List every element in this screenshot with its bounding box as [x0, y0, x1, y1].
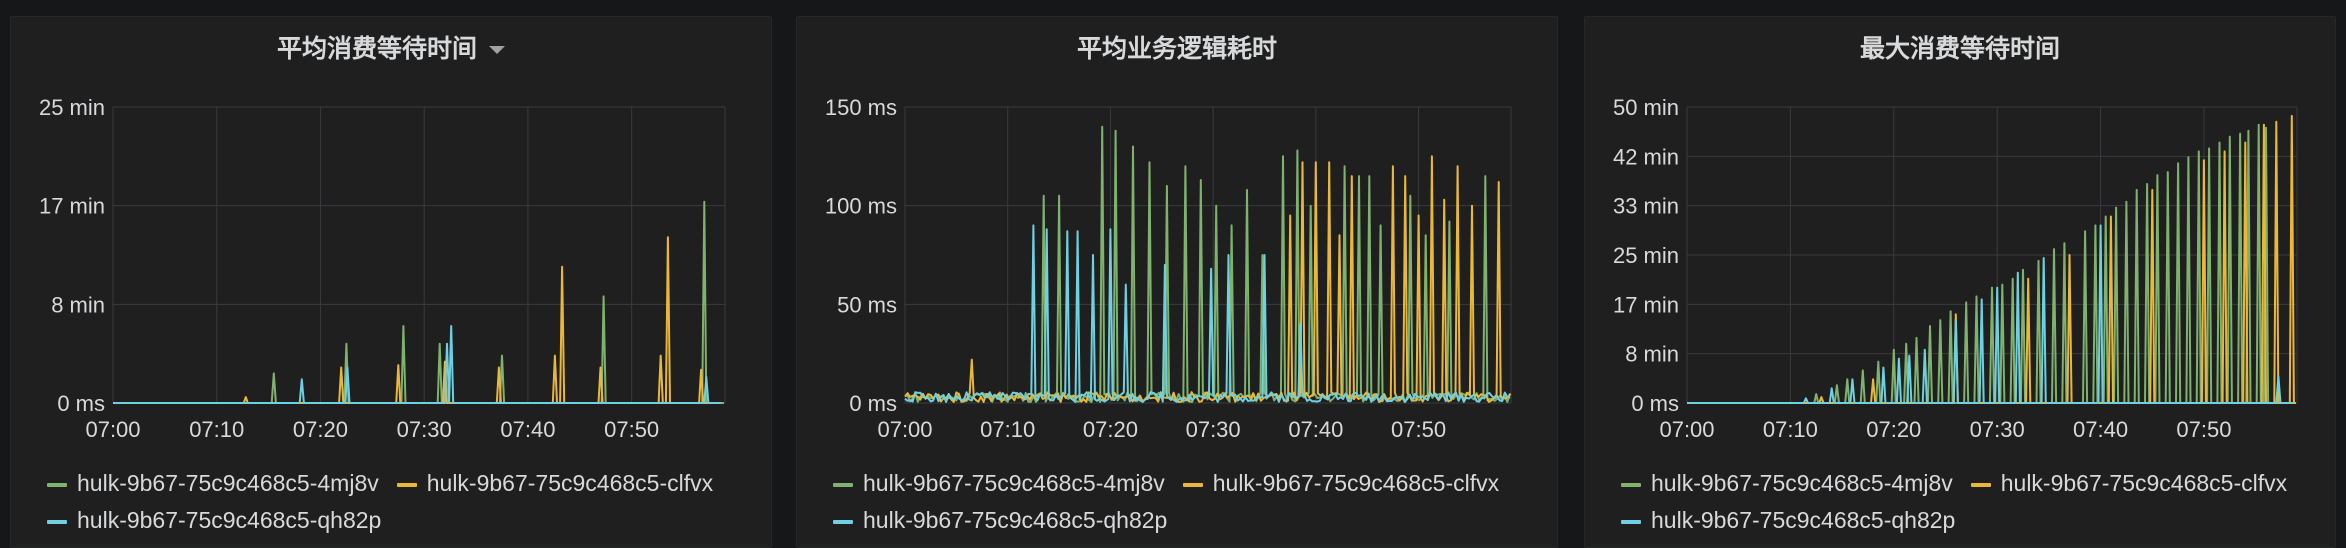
y-tick-label: 0 ms — [1631, 391, 1679, 416]
legend-label: hulk-9b67-75c9c468c5-qh82p — [77, 507, 382, 533]
series-line — [904, 155, 1512, 403]
y-tick-label: 8 min — [1625, 342, 1679, 367]
legend-label: hulk-9b67-75c9c468c5-4mj8v — [77, 470, 379, 496]
y-tick-label: 8 min — [51, 292, 105, 317]
legend-label: hulk-9b67-75c9c468c5-clfvx — [1212, 470, 1500, 496]
series-line — [113, 325, 721, 404]
legend-label: hulk-9b67-75c9c468c5-qh82p — [1651, 507, 1956, 533]
y-tick-label: 33 min — [1613, 194, 1679, 219]
x-tick-label: 07:40 — [500, 417, 555, 442]
legend-item[interactable]: hulk-9b67-75c9c468c5-4mj8v — [47, 465, 379, 502]
legend-label: hulk-9b67-75c9c468c5-clfvx — [426, 470, 714, 496]
chart-plot: 0 ms 8 min 17 min 25 min 07:00 07:10 07:20 07:3… — [39, 95, 726, 442]
panel-title[interactable]: 平均业务逻辑耗时 — [797, 29, 1557, 65]
panel-title-text: 平均消费等待时间 — [276, 34, 477, 63]
legend-swatch — [1182, 482, 1203, 487]
panel-max-consume-wait: 最大消费等待时间 0 ms 8 min 17 min 25 min 33 min 42 m… — [1584, 16, 2336, 548]
y-tick-label: 50 ms — [837, 292, 897, 317]
x-tick-label: 07:20 — [293, 417, 348, 442]
legend: hulk-9b67-75c9c468c5-4mj8v hulk-9b67-75c9… — [1621, 465, 2325, 539]
y-tick-label: 17 min — [39, 194, 105, 219]
x-tick-label: 07:00 — [877, 417, 932, 442]
x-tick-label: 07:00 — [1659, 417, 1714, 442]
series-line — [904, 224, 1511, 403]
legend-swatch — [47, 482, 67, 487]
legend-item[interactable]: hulk-9b67-75c9c468c5-4mj8v — [833, 465, 1165, 502]
legend-label: hulk-9b67-75c9c468c5-4mj8v — [863, 470, 1165, 496]
y-tick-label: 25 min — [1613, 243, 1679, 268]
x-tick-label: 07:40 — [1288, 417, 1343, 442]
x-tick-label: 07:20 — [1866, 417, 1921, 442]
chart-plot: 0 ms 8 min 17 min 25 min 33 min 42 min 50 min 0… — [1613, 95, 2298, 442]
legend-swatch — [833, 482, 853, 487]
y-tick-label: 50 min — [1613, 95, 1679, 120]
y-tick-label: 25 min — [39, 95, 105, 120]
x-tick-label: 07:10 — [189, 417, 244, 442]
legend-item[interactable]: hulk-9b67-75c9c468c5-qh82p — [1621, 502, 1955, 539]
x-tick-label: 07:00 — [85, 417, 140, 442]
y-tick-label: 100 ms — [825, 194, 897, 219]
y-tick-label: 42 min — [1613, 144, 1679, 169]
panel-avg-consume-wait: 平均消费等待时间 0 ms 8 min 17 min 25 min 07:00 07:10… — [10, 16, 772, 548]
x-tick-label: 07:30 — [1970, 417, 2025, 442]
panel-title[interactable]: 平均消费等待时间 — [11, 29, 771, 65]
series-line — [113, 236, 721, 404]
panel-title-text: 最大消费等待时间 — [1859, 34, 2060, 63]
chart-plot: 0 ms 50 ms 100 ms 150 ms 07:00 07:10 07:20 07:3… — [825, 95, 1512, 442]
legend-label: hulk-9b67-75c9c468c5-4mj8v — [1651, 470, 1953, 496]
x-tick-label: 07:40 — [2073, 417, 2128, 442]
legend-item[interactable]: hulk-9b67-75c9c468c5-qh82p — [833, 502, 1167, 539]
y-tick-label: 0 ms — [849, 391, 897, 416]
chevron-down-icon[interactable] — [489, 46, 505, 54]
x-tick-label: 07:20 — [1083, 417, 1138, 442]
legend-item[interactable]: hulk-9b67-75c9c468c5-4mj8v — [1621, 465, 1953, 502]
panel-title[interactable]: 最大消费等待时间 — [1585, 29, 2335, 65]
x-tick-label: 07:50 — [1391, 417, 1446, 442]
legend-swatch — [1970, 482, 1991, 487]
series-line — [113, 200, 724, 404]
series-line — [1687, 123, 2296, 404]
y-tick-label: 150 ms — [825, 95, 897, 120]
panel-avg-logic-time: 平均业务逻辑耗时 0 ms 50 ms 100 ms 150 ms 07:00 07:10… — [796, 16, 1558, 548]
x-tick-label: 07:50 — [604, 417, 659, 442]
legend-swatch — [396, 482, 417, 487]
x-tick-label: 07:50 — [2176, 417, 2231, 442]
x-tick-label: 07:30 — [397, 417, 452, 442]
y-tick-label: 17 min — [1613, 292, 1679, 317]
y-tick-label: 0 ms — [57, 391, 105, 416]
legend-item[interactable]: hulk-9b67-75c9c468c5-clfvx — [1970, 465, 2288, 502]
x-tick-label: 07:10 — [1763, 417, 1818, 442]
series-line — [1687, 224, 2293, 404]
legend-swatch — [47, 519, 67, 524]
x-tick-label: 07:10 — [980, 417, 1035, 442]
panel-title-text: 平均业务逻辑耗时 — [1076, 34, 1277, 63]
legend-swatch — [1621, 482, 1641, 487]
x-tick-label: 07:30 — [1186, 417, 1241, 442]
legend: hulk-9b67-75c9c468c5-4mj8v hulk-9b67-75c9… — [833, 465, 1547, 539]
legend-item[interactable]: hulk-9b67-75c9c468c5-clfvx — [396, 465, 714, 502]
legend-label: hulk-9b67-75c9c468c5-qh82p — [863, 507, 1168, 533]
legend-label: hulk-9b67-75c9c468c5-clfvx — [2000, 470, 2288, 496]
legend-swatch — [1621, 519, 1641, 524]
legend: hulk-9b67-75c9c468c5-4mj8v hulk-9b67-75c9… — [47, 465, 761, 539]
legend-swatch — [833, 519, 853, 524]
legend-item[interactable]: hulk-9b67-75c9c468c5-clfvx — [1182, 465, 1500, 502]
legend-item[interactable]: hulk-9b67-75c9c468c5-qh82p — [47, 502, 381, 539]
